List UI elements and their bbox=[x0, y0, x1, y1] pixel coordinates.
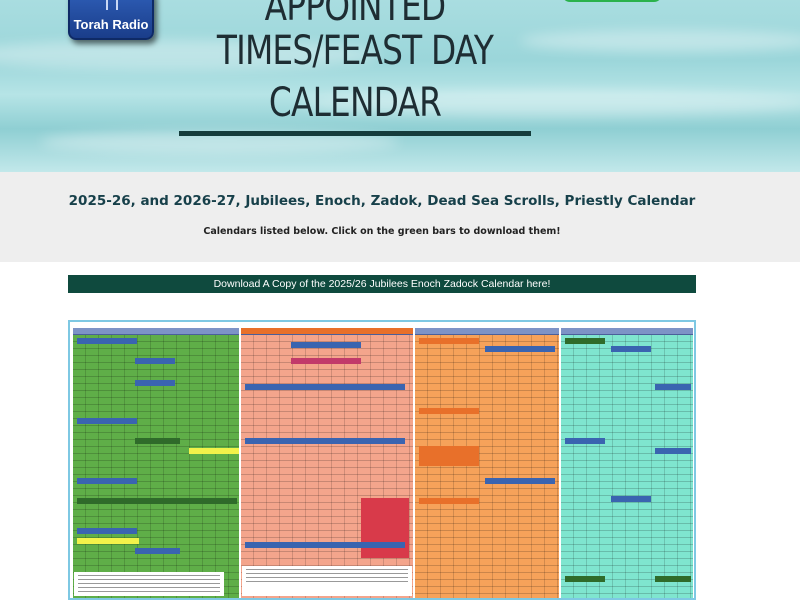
calendar-months-teal bbox=[561, 328, 693, 598]
intro-section bbox=[0, 172, 800, 262]
page-title-line-3: CALENDAR bbox=[268, 80, 442, 126]
water-wave bbox=[520, 30, 800, 52]
download-calendar-button[interactable]: Download A Copy of the 2025/26 Jubilees … bbox=[68, 275, 696, 293]
water-wave bbox=[0, 40, 380, 70]
water-wave bbox=[300, 90, 800, 116]
page-title-line-1: APPOINTED bbox=[264, 0, 446, 30]
calendar-months-salmon bbox=[241, 328, 413, 598]
hero-banner: Torah Radio APPOINTED TIMES/FEAST DAY CA… bbox=[0, 0, 800, 172]
logo-text: Torah Radio bbox=[73, 17, 149, 32]
calendar-notes-legend bbox=[74, 572, 224, 596]
torah-radio-logo[interactable]: Torah Radio bbox=[68, 0, 154, 40]
calendar-notes-text bbox=[242, 566, 412, 596]
calendar-months-green bbox=[73, 328, 239, 598]
menorah-icon bbox=[106, 0, 118, 10]
calendar-months-orange bbox=[415, 328, 559, 598]
header-green-button[interactable] bbox=[562, 0, 662, 2]
download-instructions: Calendars listed below. Click on the gre… bbox=[203, 226, 561, 237]
page-title-line-2: TIMES/FEAST DAY bbox=[216, 28, 494, 74]
page-subtitle: 2025-26, and 2026-27, Jubilees, Enoch, Z… bbox=[68, 193, 696, 209]
calendar-image[interactable] bbox=[68, 320, 696, 600]
title-underline bbox=[179, 131, 531, 136]
